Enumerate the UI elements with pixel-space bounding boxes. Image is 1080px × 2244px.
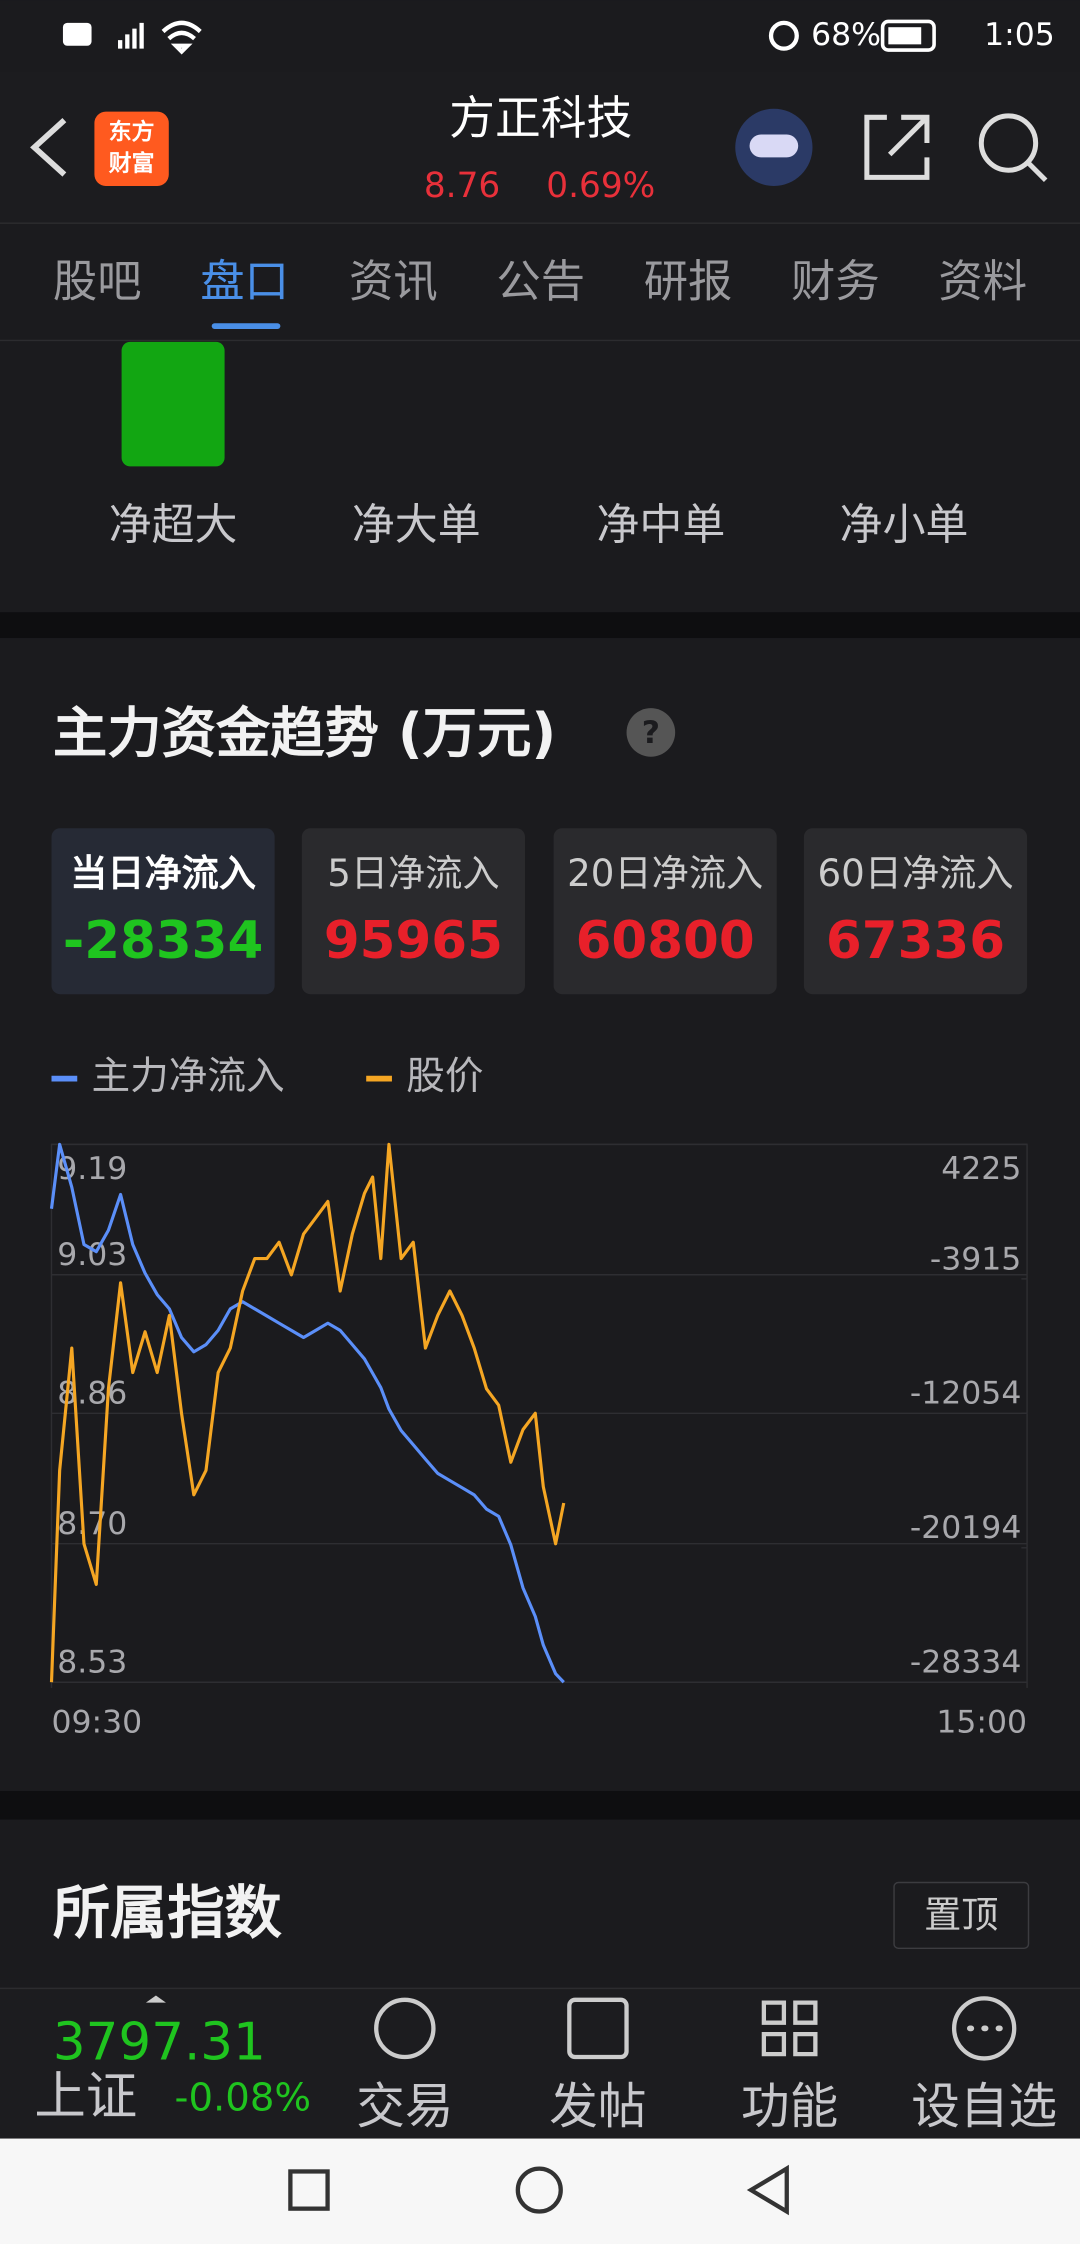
tab[interactable]: 研报 xyxy=(644,257,733,308)
tab-indicator xyxy=(211,323,281,330)
battery-level xyxy=(888,27,922,45)
wifi-icon xyxy=(161,20,202,55)
help-text: ? xyxy=(642,715,660,751)
x-tick-label: 15:00 xyxy=(936,1705,1027,1741)
section-title: 主力资金趋势 (万元) xyxy=(53,702,556,765)
fund-label: 净超大 xyxy=(109,500,238,550)
expand-icon[interactable] xyxy=(145,1995,166,2003)
period-label: 5日净流入 xyxy=(327,851,499,895)
help-icon[interactable] xyxy=(626,708,676,757)
period-label: 当日净流入 xyxy=(70,851,256,895)
assistant-face xyxy=(749,134,799,158)
fund-label: 净小单 xyxy=(840,500,969,550)
y2-tick-label: 4225 xyxy=(941,1151,1021,1187)
pin-label[interactable]: 置顶 xyxy=(924,1892,998,1936)
period-box[interactable] xyxy=(301,828,525,995)
legend-label: 主力净流入 xyxy=(92,1054,285,1099)
tab[interactable]: 财务 xyxy=(791,257,880,308)
series-line xyxy=(49,1142,566,1683)
period-box[interactable] xyxy=(51,828,275,995)
section-title: 所属指数 xyxy=(53,1880,283,1946)
alarm-icon xyxy=(768,20,799,51)
bottom-button[interactable]: 功能 xyxy=(741,2079,838,2135)
index-name: 上证 xyxy=(34,2067,137,2127)
section-gap xyxy=(0,1790,1080,1820)
hd-icon xyxy=(62,22,92,46)
bottom-button[interactable]: 设自选 xyxy=(911,2079,1057,2135)
battery-text: 68% xyxy=(811,17,881,53)
stock-change: 0.69% xyxy=(546,166,655,206)
tab[interactable]: 股吧 xyxy=(53,257,142,308)
logo-text: 财富 xyxy=(109,150,155,177)
tab[interactable]: 盘口 xyxy=(200,257,289,308)
tab[interactable]: 资料 xyxy=(938,257,1027,308)
fund-label: 净大单 xyxy=(352,500,481,550)
period-value: 95965 xyxy=(324,911,503,971)
section-gap xyxy=(0,612,1080,639)
pin-button[interactable] xyxy=(893,1881,1030,1950)
period-label: 60日净流入 xyxy=(817,851,1013,895)
y-tick-label: 9.03 xyxy=(57,1237,127,1273)
period-value: -28334 xyxy=(63,911,263,971)
post-icon[interactable] xyxy=(567,1997,629,2060)
signal-icon xyxy=(118,22,144,49)
series-line xyxy=(49,1142,565,1684)
period-box[interactable] xyxy=(553,828,777,995)
search-button[interactable] xyxy=(978,113,1039,173)
logo-text: 东方 xyxy=(109,119,155,146)
bottom-button[interactable]: 交易 xyxy=(356,2079,453,2135)
recent-button[interactable] xyxy=(288,2169,330,2211)
period-value: 60800 xyxy=(576,911,755,971)
x-tick-label: 09:30 xyxy=(51,1705,142,1741)
tab[interactable]: 公告 xyxy=(496,257,585,308)
y2-tick-label: -28334 xyxy=(910,1645,1021,1681)
fund-bar xyxy=(121,341,225,467)
y2-tick-label: -12054 xyxy=(910,1376,1021,1412)
clock: 1:05 xyxy=(984,17,1055,53)
bottom-button[interactable]: 发帖 xyxy=(549,2079,646,2135)
app-logo[interactable] xyxy=(94,111,169,186)
period-box[interactable] xyxy=(803,828,1028,995)
function-icon[interactable] xyxy=(761,2000,818,2057)
y2-tick-label: -3915 xyxy=(930,1241,1021,1277)
y-tick-label: 8.53 xyxy=(57,1645,127,1681)
share-button[interactable] xyxy=(864,114,930,180)
legend-label: 股价 xyxy=(406,1054,483,1099)
stock-price: 8.76 xyxy=(424,166,500,206)
tab[interactable]: 资讯 xyxy=(349,257,438,308)
nav-back-button[interactable] xyxy=(746,2164,789,2216)
battery-icon xyxy=(880,19,936,52)
stock-name: 方正科技 xyxy=(449,92,632,145)
search-handle xyxy=(1026,161,1048,183)
fund-label: 净中单 xyxy=(597,500,726,550)
nav-bar xyxy=(0,2138,1080,2244)
index-value: 3797.31 xyxy=(53,2013,266,2073)
period-value: 67336 xyxy=(826,911,1005,971)
index-change: -0.08% xyxy=(175,2075,312,2120)
back-button[interactable] xyxy=(30,118,67,177)
home-button[interactable] xyxy=(515,2166,563,2214)
y-tick-label: 8.70 xyxy=(57,1506,127,1542)
period-label: 20日净流入 xyxy=(567,851,763,895)
y2-tick-label: -20194 xyxy=(910,1510,1021,1546)
bottom-bar xyxy=(0,1988,1080,2139)
more-icon[interactable] xyxy=(951,1996,1017,2061)
trade-icon[interactable] xyxy=(374,1997,436,2060)
